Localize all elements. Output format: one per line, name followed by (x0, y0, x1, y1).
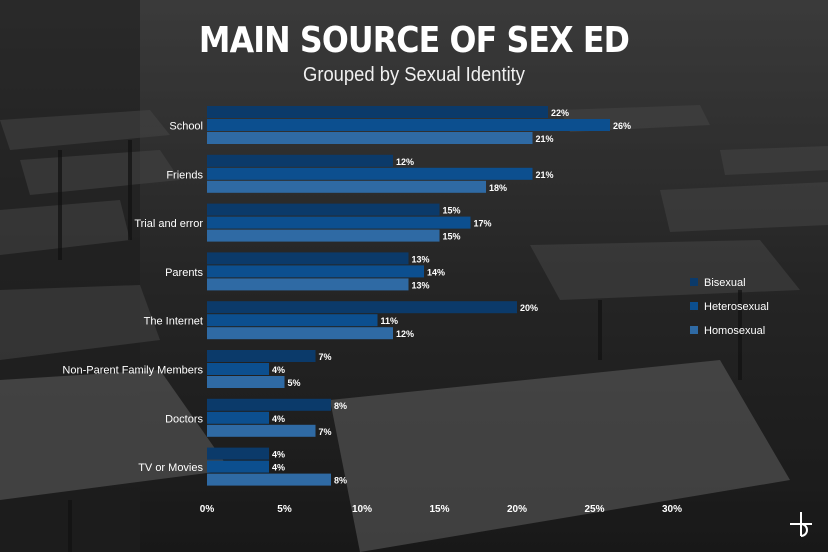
bar-homosexual (207, 424, 316, 437)
chart-subtitle: Grouped by Sexual Identity (303, 64, 525, 86)
bar-homosexual (207, 376, 285, 388)
bar-homosexual (207, 132, 533, 144)
data-label: 4% (272, 450, 285, 460)
data-label: 12% (396, 157, 414, 167)
data-label: 14% (427, 267, 445, 277)
data-label: 15% (443, 232, 461, 242)
legend-swatch (690, 278, 698, 286)
x-tick-label: 0% (200, 504, 215, 515)
bar-homosexual (207, 180, 486, 193)
bar-bisexual (207, 106, 548, 118)
bar-heterosexual (207, 167, 533, 180)
data-label: 8% (334, 476, 347, 486)
chart-title: MAIN SOURCE OF SEX ED (198, 20, 630, 61)
bar-homosexual (207, 229, 440, 242)
category-label: TV or Movies (138, 462, 203, 474)
bar-bisexual (207, 252, 409, 265)
x-tick-label: 30% (662, 504, 682, 515)
category-label: The Internet (144, 316, 203, 328)
category-label: Non-Parent Family Members (62, 365, 203, 377)
bar-heterosexual (207, 119, 610, 131)
bar-heterosexual (207, 314, 378, 327)
data-label: 13% (412, 254, 430, 264)
data-label: 21% (536, 170, 554, 180)
x-tick-label: 15% (429, 504, 449, 515)
x-tick-label: 5% (277, 504, 292, 515)
data-label: 4% (272, 365, 285, 375)
data-label: 15% (443, 206, 461, 216)
bar-bisexual (207, 350, 316, 362)
data-label: 13% (412, 280, 430, 290)
bar-homosexual (207, 327, 393, 340)
bar-bisexual (207, 154, 393, 167)
bar-heterosexual (207, 363, 269, 375)
data-label: 26% (613, 121, 631, 131)
bar-heterosexual (207, 265, 424, 278)
category-label: Friends (166, 169, 203, 181)
b-logo-icon (790, 512, 812, 537)
bar-homosexual (207, 278, 409, 291)
category-label: School (169, 121, 203, 133)
data-label: 12% (396, 329, 414, 339)
bar-bisexual (207, 398, 331, 411)
category-label: Doctors (165, 413, 203, 425)
x-tick-label: 10% (352, 504, 372, 515)
bar-heterosexual (207, 460, 269, 473)
data-label: 4% (272, 414, 285, 424)
data-label: 5% (288, 378, 301, 388)
data-label: 22% (551, 108, 569, 118)
x-tick-label: 20% (507, 504, 527, 515)
bar-bisexual (207, 203, 440, 216)
data-label: 20% (520, 303, 538, 313)
data-label: 18% (489, 183, 507, 193)
data-label: 17% (474, 219, 492, 229)
x-tick-label: 25% (584, 504, 604, 515)
data-label: 21% (536, 134, 554, 144)
category-label: Trial and error (134, 218, 203, 230)
data-label: 7% (319, 427, 332, 437)
category-label: Parents (165, 267, 203, 279)
bar-heterosexual (207, 411, 269, 424)
legend-swatch (690, 326, 698, 334)
legend-label: Heterosexual (704, 301, 769, 313)
bar-bisexual (207, 301, 517, 314)
bar-heterosexual (207, 216, 471, 229)
legend-label: Homosexual (704, 325, 765, 337)
legend-swatch (690, 302, 698, 310)
data-label: 7% (319, 352, 332, 362)
data-label: 4% (272, 463, 285, 473)
bar-bisexual (207, 447, 269, 460)
data-label: 11% (381, 316, 399, 326)
bar-homosexual (207, 473, 331, 486)
data-label: 8% (334, 401, 347, 411)
legend-label: Bisexual (704, 277, 746, 289)
